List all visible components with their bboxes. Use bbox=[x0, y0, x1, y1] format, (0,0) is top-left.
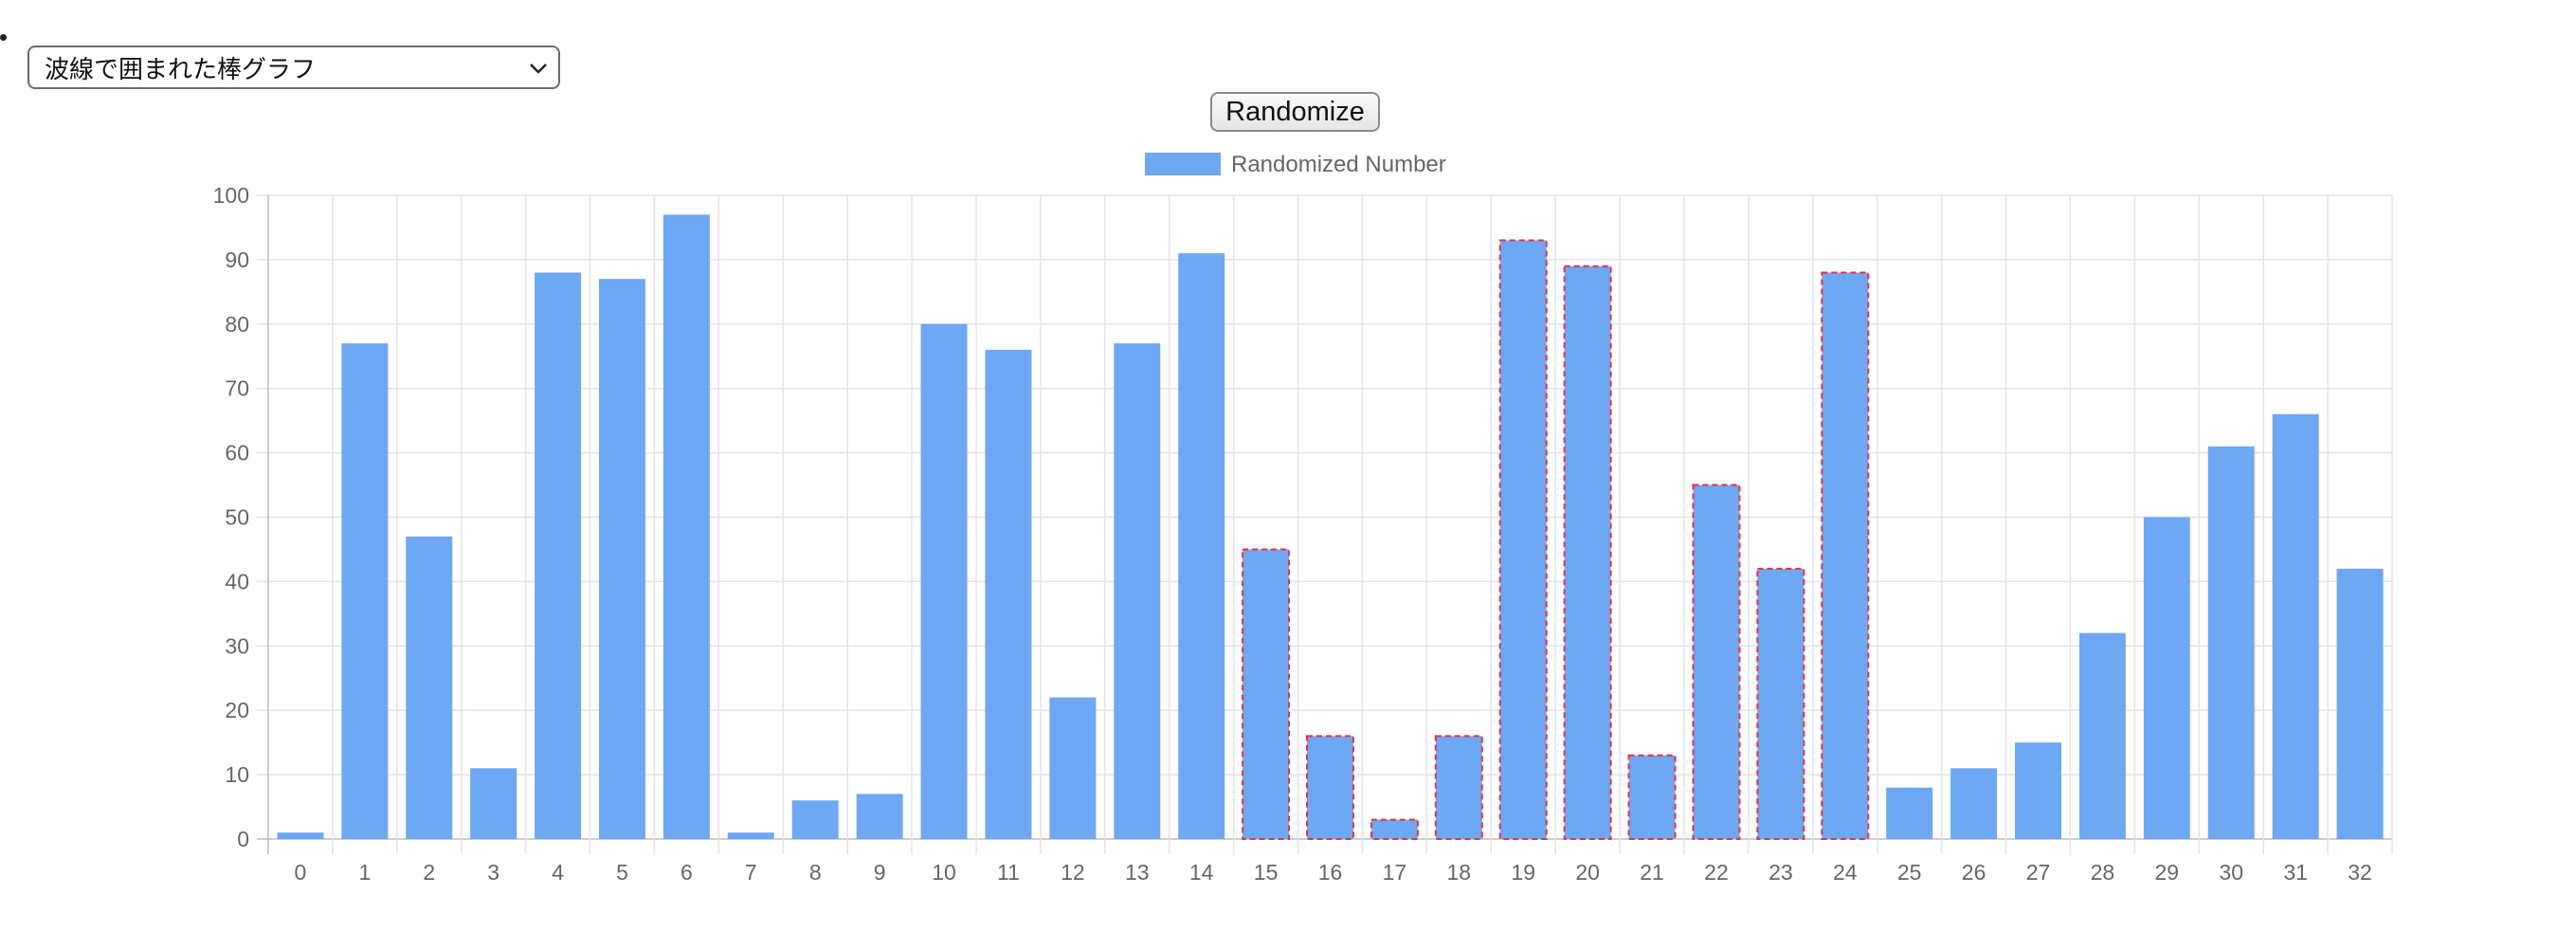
x-tick-label: 23 bbox=[1769, 860, 1793, 885]
x-tick-label: 4 bbox=[552, 860, 564, 885]
bar bbox=[1242, 548, 1291, 840]
x-tick-label: 5 bbox=[616, 860, 628, 885]
bar bbox=[1821, 271, 1870, 841]
y-tick-label: 60 bbox=[225, 441, 249, 466]
bar bbox=[1049, 697, 1097, 839]
bar bbox=[341, 343, 389, 839]
x-tick-label: 29 bbox=[2155, 860, 2180, 885]
bar bbox=[662, 214, 710, 839]
x-tick-label: 31 bbox=[2283, 860, 2308, 885]
x-tick-label: 10 bbox=[932, 860, 956, 885]
x-tick-label: 18 bbox=[1447, 860, 1472, 885]
x-tick-label: 14 bbox=[1189, 860, 1214, 885]
x-tick-label: 30 bbox=[2219, 860, 2243, 885]
x-tick-label: 16 bbox=[1318, 860, 1343, 885]
bar bbox=[1114, 343, 1161, 839]
bar bbox=[2336, 568, 2384, 839]
bar bbox=[2272, 413, 2319, 839]
bar bbox=[406, 536, 453, 839]
bar bbox=[1627, 754, 1677, 840]
bar bbox=[1886, 787, 1933, 839]
x-tick-label: 17 bbox=[1383, 860, 1407, 885]
legend-swatch bbox=[1145, 153, 1221, 175]
x-tick-label: 26 bbox=[1962, 860, 1986, 885]
x-tick-label: 22 bbox=[1704, 860, 1729, 885]
bar bbox=[1563, 265, 1612, 840]
y-tick-label: 70 bbox=[225, 376, 249, 401]
x-tick-label: 2 bbox=[423, 860, 435, 885]
x-tick-label: 15 bbox=[1254, 860, 1279, 885]
y-tick-label: 80 bbox=[225, 312, 249, 337]
bar bbox=[1498, 239, 1548, 840]
x-tick-label: 11 bbox=[997, 860, 1020, 885]
x-tick-label: 1 bbox=[358, 860, 371, 885]
bar bbox=[2015, 742, 2061, 839]
bar bbox=[856, 794, 903, 839]
bar bbox=[1306, 735, 1354, 840]
bar bbox=[470, 768, 517, 839]
x-tick-label: 9 bbox=[874, 860, 886, 885]
x-tick-label: 19 bbox=[1511, 860, 1535, 885]
x-tick-label: 0 bbox=[295, 860, 307, 885]
bar bbox=[1434, 735, 1483, 840]
y-tick-label: 50 bbox=[225, 505, 249, 530]
x-tick-label: 32 bbox=[2348, 860, 2372, 885]
x-tick-label: 7 bbox=[745, 860, 757, 885]
bar bbox=[1178, 253, 1225, 839]
y-tick-label: 10 bbox=[225, 762, 249, 787]
randomize-button[interactable]: Randomize bbox=[1210, 92, 1380, 132]
bar bbox=[277, 832, 324, 839]
x-tick-label: 24 bbox=[1833, 860, 1858, 885]
y-tick-label: 100 bbox=[213, 183, 249, 208]
x-tick-label: 3 bbox=[487, 860, 499, 885]
y-tick-label: 20 bbox=[225, 698, 249, 722]
bar bbox=[2207, 446, 2255, 839]
bar bbox=[1370, 818, 1419, 841]
y-tick-label: 30 bbox=[225, 633, 249, 658]
bar bbox=[1756, 567, 1805, 840]
chevron-down-icon bbox=[530, 64, 547, 74]
x-tick-label: 25 bbox=[1897, 860, 1922, 885]
bar bbox=[791, 800, 839, 839]
x-tick-label: 13 bbox=[1125, 860, 1150, 885]
bar bbox=[1950, 768, 1998, 839]
chart-type-select-value: 波線で囲まれた棒グラフ bbox=[45, 55, 317, 84]
x-tick-label: 20 bbox=[1575, 860, 1600, 885]
x-tick-label: 28 bbox=[2091, 860, 2115, 885]
x-tick-label: 6 bbox=[680, 860, 693, 885]
bar bbox=[727, 832, 774, 839]
list-bullet bbox=[0, 34, 7, 41]
y-tick-label: 0 bbox=[237, 827, 249, 851]
x-tick-label: 27 bbox=[2026, 860, 2051, 885]
bar bbox=[535, 272, 582, 840]
x-tick-label: 12 bbox=[1061, 860, 1085, 885]
bar bbox=[1692, 484, 1741, 840]
y-tick-label: 40 bbox=[225, 569, 249, 593]
bar bbox=[920, 323, 968, 839]
bar bbox=[599, 279, 645, 839]
bar bbox=[985, 349, 1032, 840]
x-tick-label: 21 bbox=[1640, 860, 1664, 885]
legend-label: Randomized Number bbox=[1231, 152, 1446, 177]
bar bbox=[2078, 632, 2126, 839]
y-tick-label: 90 bbox=[225, 247, 249, 272]
bar bbox=[2143, 517, 2190, 839]
chart-type-select[interactable]: 波線で囲まれた棒グラフ bbox=[27, 46, 560, 89]
x-tick-label: 8 bbox=[809, 860, 822, 885]
